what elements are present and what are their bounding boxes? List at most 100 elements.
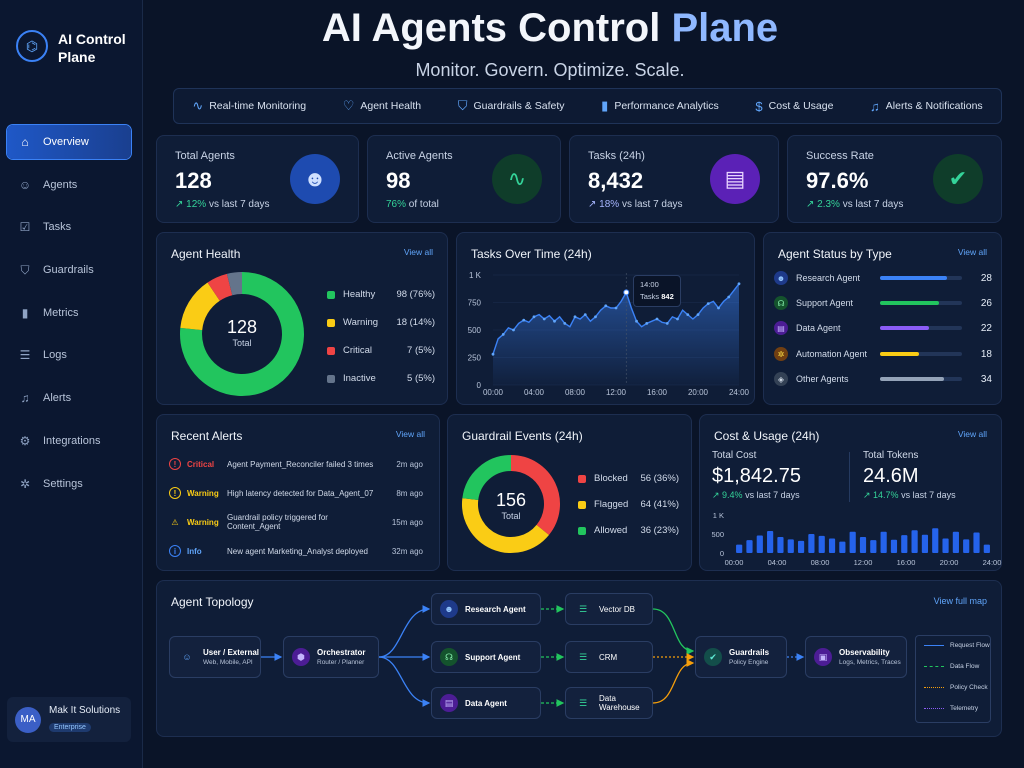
view-all-link[interactable]: View all xyxy=(957,429,987,439)
status-label: Other Agents xyxy=(796,374,849,384)
user-card[interactable]: MA Mak It Solutions Enterprise xyxy=(7,697,131,742)
data-point xyxy=(563,322,567,325)
view-all-link[interactable]: View all xyxy=(395,429,425,439)
feature-guardrails-safety[interactable]: ⛉ Guardrails & Safety xyxy=(458,98,565,114)
x-tick-label: 00:00 xyxy=(725,558,744,567)
node-guardrails[interactable]: ✔ Guardrails Policy Engine xyxy=(695,636,787,678)
brand[interactable]: ⌬ AI Control Plane xyxy=(16,30,128,66)
status-fill xyxy=(880,377,944,381)
bell-icon: ♫ xyxy=(870,98,880,114)
kpi-card-success-rate[interactable]: Success Rate 97.6% ↗ 2.3% vs last 7 days… xyxy=(787,135,1002,223)
kpi-card-tasks[interactable]: Tasks (24h) 8,432 ↗ 18% vs last 7 days ▤ xyxy=(569,135,779,223)
node-data-agent[interactable]: ▤ Data Agent xyxy=(431,687,541,719)
cost-delta: ↗ 9.4% vs last 7 days xyxy=(712,490,800,501)
bar xyxy=(942,538,949,553)
kpi-label: Tasks (24h) xyxy=(588,150,645,162)
node-vector-db[interactable]: ☰ Vector DB xyxy=(565,593,653,625)
cost-delta-text: vs last 7 days xyxy=(742,490,800,500)
status-row-data[interactable]: ▤ Data Agent 22 xyxy=(774,318,992,338)
legend-line xyxy=(924,666,944,667)
status-track xyxy=(880,377,962,381)
donut-slice-flagged xyxy=(462,498,549,553)
kpi-label: Success Rate xyxy=(806,150,874,162)
x-tick-label: 04:00 xyxy=(524,388,545,397)
alert-severity: Critical xyxy=(187,459,215,469)
total-tokens-label: Total Tokens xyxy=(863,450,919,461)
status-row-support[interactable]: ☊ Support Agent 26 xyxy=(774,293,992,313)
x-tick-label: 24:00 xyxy=(983,558,1002,567)
feature-cost-usage[interactable]: $ Cost & Usage xyxy=(755,99,833,114)
node-user-external[interactable]: ☺ User / External Web, Mobile, API xyxy=(169,636,261,678)
gear-icon: ✲ xyxy=(19,476,31,491)
kpi-delta-value: ↗ 12% xyxy=(175,199,207,210)
tooltip-label: Tasks xyxy=(640,292,660,301)
legend-label: Flagged xyxy=(594,499,629,510)
status-row-research[interactable]: ☻ Research Agent 28 xyxy=(774,268,992,288)
x-tick-label: 08:00 xyxy=(811,558,830,567)
node-crm[interactable]: ☰ CRM xyxy=(565,641,653,673)
data-point xyxy=(635,319,638,323)
alert-row[interactable]: i Info New agent Marketing_Analyst deplo… xyxy=(169,540,423,562)
feature-realtime-monitoring[interactable]: ∿ Real-time Monitoring xyxy=(192,98,306,114)
database-icon: ☰ xyxy=(578,603,588,614)
sidebar-item-guardrails[interactable]: ⛉ Guardrails xyxy=(7,253,131,287)
area-fill xyxy=(493,283,739,385)
feature-agent-health[interactable]: ♡ Agent Health xyxy=(343,98,421,114)
node-sub: Logs, Metrics, Traces xyxy=(839,659,901,666)
status-row-automation[interactable]: ✲ Automation Agent 18 xyxy=(774,344,992,364)
status-fill xyxy=(880,352,919,356)
legend-critical: Critical xyxy=(327,345,372,356)
view-all-link[interactable]: View all xyxy=(957,247,987,257)
sidebar-item-agents[interactable]: ☺ Agents xyxy=(7,168,131,202)
alert-message: High latency detected for Data_Agent_07 xyxy=(227,488,374,498)
status-row-other[interactable]: ◈ Other Agents 34 xyxy=(774,369,992,389)
node-research-agent[interactable]: ☻ Research Agent xyxy=(431,593,541,625)
data-point xyxy=(512,328,515,332)
card-title: Agent Health xyxy=(171,247,241,261)
node-observability[interactable]: ▣ Observability Logs, Metrics, Traces xyxy=(805,636,907,678)
feature-label: Agent Health xyxy=(360,100,422,112)
bar xyxy=(736,544,743,553)
feature-alerts-notifications[interactable]: ♫ Alerts & Notifications xyxy=(870,99,983,114)
page-title-accent: Plane xyxy=(671,6,779,50)
legend-value: 18 (14%) xyxy=(396,317,435,328)
alert-row[interactable]: ! Warning High latency detected for Data… xyxy=(169,482,423,504)
sidebar-item-tasks[interactable]: ☑ Tasks xyxy=(7,210,131,244)
alert-row[interactable]: ⚠ Warning Guardrail policy triggered for… xyxy=(169,511,423,533)
page-title-main: AI Agents Control xyxy=(321,6,661,50)
node-data-warehouse[interactable]: ☰ Data Warehouse xyxy=(565,687,653,719)
alert-row[interactable]: ! Critical Agent Payment_Reconciler fail… xyxy=(169,453,423,475)
sidebar-item-overview[interactable]: ⌂ Overview xyxy=(7,125,131,159)
data-point xyxy=(491,352,495,356)
database-icon: ☰ xyxy=(578,651,588,662)
y-tick-label: 250 xyxy=(468,354,482,363)
y-tick-label: 750 xyxy=(468,299,482,308)
kpi-card-active-agents[interactable]: Active Agents 98 76% of total ∿ xyxy=(367,135,561,223)
node-support-agent[interactable]: ☊ Support Agent xyxy=(431,641,541,673)
feature-bar: ∿ Real-time Monitoring ♡ Agent Health ⛉ Gua… xyxy=(173,88,1002,124)
view-full-map-link[interactable]: View full map xyxy=(933,596,987,606)
kpi-value: 98 xyxy=(386,168,411,193)
view-all-link[interactable]: View all xyxy=(403,247,433,257)
sidebar-item-metrics[interactable]: ▮ Metrics xyxy=(7,296,131,330)
page-title: AI Agents Control Plane xyxy=(150,6,950,51)
feature-performance-analytics[interactable]: ▮ Performance Analytics xyxy=(601,98,719,114)
node-orchestrator[interactable]: ⬢ Orchestrator Router / Planner xyxy=(283,636,379,678)
x-tick-label: 20:00 xyxy=(688,388,709,397)
sidebar-item-integrations[interactable]: ⚙ Integrations xyxy=(7,424,131,458)
bar xyxy=(777,537,784,553)
kpi-card-total-agents[interactable]: Total Agents 128 ↗ 12% vs last 7 days ☻ xyxy=(156,135,359,223)
donut-total-label: Total xyxy=(232,338,252,348)
kpi-delta-value: 76% xyxy=(386,199,407,210)
bar xyxy=(870,540,877,553)
bar xyxy=(890,539,898,553)
sidebar-item-logs[interactable]: ☰ Logs xyxy=(7,338,131,372)
sidebar-item-settings[interactable]: ✲ Settings xyxy=(7,467,131,501)
kpi-value: 128 xyxy=(175,168,212,193)
node-name: CRM xyxy=(599,652,618,662)
page-subtitle: Monitor. Govern. Optimize. Scale. xyxy=(415,60,685,80)
data-point xyxy=(573,315,577,319)
sidebar-item-label: Metrics xyxy=(43,306,79,319)
legend-line xyxy=(924,708,944,709)
sidebar-item-alerts[interactable]: ♫ Alerts xyxy=(7,381,131,415)
